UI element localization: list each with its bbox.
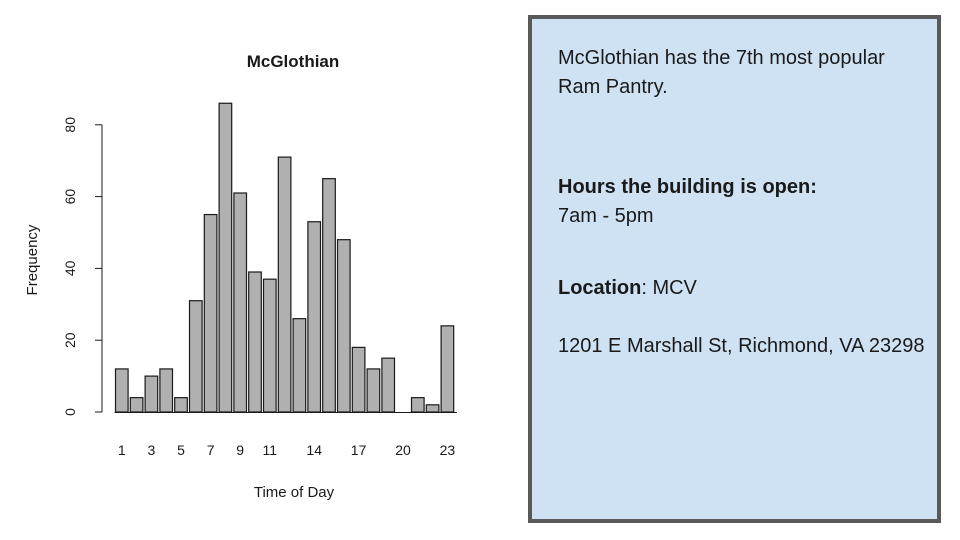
bar-2 bbox=[129, 397, 144, 413]
bar-6 bbox=[188, 300, 203, 413]
x-tick-label: 14 bbox=[306, 442, 322, 458]
y-tick-label: 60 bbox=[62, 189, 78, 205]
frequency-bar-chart: McGlothian Time of Day Frequency 1 3 5 7 9 11… bbox=[24, 52, 457, 501]
y-tick-label: 0 bbox=[62, 408, 78, 416]
hours-value: 7am - 5pm bbox=[558, 205, 654, 227]
bars-group bbox=[114, 102, 457, 413]
bar-19 bbox=[381, 357, 396, 413]
y-axis-label: Frequency bbox=[24, 224, 41, 295]
x-tick-labels: 1 3 5 7 9 11 14 17 20 23 bbox=[118, 442, 455, 458]
x-tick-label: 11 bbox=[263, 442, 278, 458]
intro-text: McGlothian has the 7th most popular Ram … bbox=[558, 47, 885, 98]
bar-7 bbox=[203, 213, 218, 413]
bar-8 bbox=[218, 102, 233, 413]
bar-15 bbox=[322, 178, 336, 413]
hours-block: Hours the building is open: 7am - 5pm bbox=[558, 173, 928, 231]
info-panel: McGlothian has the 7th most popular Ram … bbox=[528, 15, 941, 523]
bar-16 bbox=[336, 239, 351, 413]
location-label: Location bbox=[558, 277, 642, 299]
bar-12 bbox=[277, 156, 292, 413]
bar-11 bbox=[262, 278, 277, 413]
y-axis: 0 20 40 60 80 bbox=[62, 117, 103, 416]
x-tick-label: 20 bbox=[395, 442, 411, 458]
location-line: Location: MCV bbox=[558, 274, 928, 303]
x-tick-label: 3 bbox=[148, 442, 156, 458]
x-tick-label: 23 bbox=[440, 442, 456, 458]
hours-label: Hours the building is open: bbox=[558, 176, 817, 198]
bar-23 bbox=[440, 325, 455, 413]
address-text: 1201 E Marshall St, Richmond, VA 23298 bbox=[558, 335, 925, 357]
bar-17 bbox=[351, 346, 366, 413]
bar-9 bbox=[233, 192, 248, 413]
y-tick-label: 40 bbox=[62, 260, 78, 276]
bar-3 bbox=[144, 375, 159, 413]
x-tick-label: 9 bbox=[236, 442, 244, 458]
bar-18 bbox=[366, 368, 381, 413]
bar-1 bbox=[114, 368, 129, 413]
y-tick-label: 20 bbox=[62, 332, 78, 348]
x-tick-label: 7 bbox=[207, 442, 215, 458]
bar-14 bbox=[307, 221, 322, 413]
bar-22 bbox=[425, 404, 440, 413]
bar-10 bbox=[248, 271, 262, 413]
bar-4 bbox=[159, 368, 174, 413]
chart-title: McGlothian bbox=[247, 52, 340, 71]
bar-21 bbox=[410, 397, 425, 413]
x-tick-label: 17 bbox=[351, 442, 367, 458]
bar-5 bbox=[174, 397, 188, 413]
y-tick-label: 80 bbox=[62, 117, 78, 133]
location-value: : MCV bbox=[641, 277, 697, 299]
x-tick-label: 1 bbox=[118, 442, 126, 458]
x-tick-label: 5 bbox=[177, 442, 185, 458]
bar-13 bbox=[292, 318, 307, 413]
x-axis-label: Time of Day bbox=[254, 484, 335, 501]
